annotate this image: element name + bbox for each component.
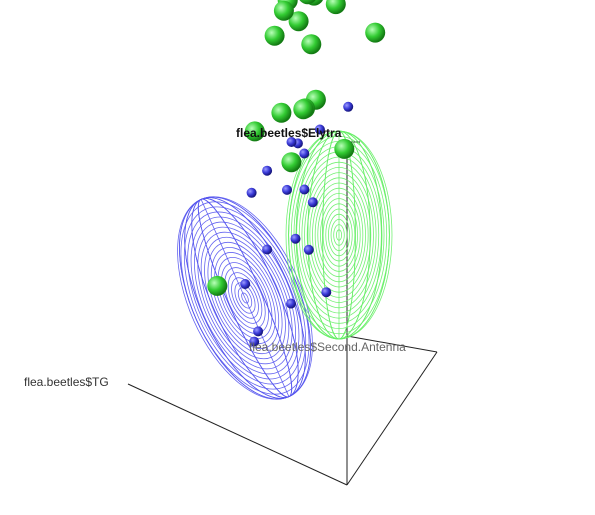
green-point-10 <box>264 25 285 46</box>
green-point-8 <box>273 0 294 21</box>
blue-ellipsoid-meridian <box>201 199 289 396</box>
x-axis-line <box>127 383 348 486</box>
green-ellipsoid-ring <box>325 208 353 262</box>
blue-group-points <box>240 101 354 347</box>
blue-point-2 <box>314 124 325 135</box>
blue-ellipsoid-ring <box>234 282 256 314</box>
blue-point-5 <box>307 197 318 208</box>
blue-ellipsoid-ring <box>227 272 263 324</box>
blue-ellipsoid-ring <box>200 231 290 365</box>
blue-point-17 <box>240 279 251 289</box>
blue-ellipsoid-ring <box>231 277 259 319</box>
blue-point-16 <box>286 298 296 309</box>
blue-ellipsoid-ring <box>237 287 253 309</box>
green-group-points <box>207 0 386 296</box>
floor-edge-right <box>346 351 438 486</box>
green-ellipsoid-ring <box>327 213 350 257</box>
green-ellipsoid-ring <box>314 187 364 283</box>
green-ellipsoid-ring <box>309 177 369 293</box>
green-group-ellipsoid <box>285 130 393 340</box>
blue-ellipsoid-ring <box>214 252 276 344</box>
z-axis-label: flea.beetles$Elytra <box>236 126 342 140</box>
blue-point-1 <box>343 101 354 112</box>
blue-ellipsoid-meridian <box>179 196 311 400</box>
blue-ellipsoid-ring <box>241 292 249 304</box>
blue-point-6 <box>286 137 297 147</box>
green-point-17 <box>244 121 265 142</box>
green-ellipsoid-ring <box>301 161 377 309</box>
green-point-3 <box>325 0 346 15</box>
blue-ellipsoid-ring <box>194 221 296 375</box>
green-ellipsoid-ring <box>335 229 343 241</box>
green-ellipsoid-ring <box>330 218 348 251</box>
green-point-18 <box>207 275 228 296</box>
blue-point-19 <box>249 336 260 347</box>
blue-ellipsoid-ring <box>183 206 307 390</box>
blue-point-18 <box>253 326 264 337</box>
blue-point-9 <box>299 184 310 195</box>
floor-edge-back <box>346 335 438 353</box>
blue-ellipsoid-ring <box>217 257 273 339</box>
blue-point-15 <box>321 287 332 298</box>
x-axis-label: flea.beetles$TG <box>24 375 109 389</box>
green-ellipsoid-ring <box>306 172 372 298</box>
green-ellipsoid-ring <box>317 192 361 277</box>
blue-point-14 <box>262 244 273 255</box>
green-point-1 <box>365 22 386 43</box>
blue-point-12 <box>290 233 301 244</box>
green-ellipsoid-ring <box>320 198 358 272</box>
blue-point-13 <box>303 244 314 255</box>
green-point-16 <box>281 152 302 173</box>
blue-point-3 <box>299 148 310 159</box>
y-axis-label: flea.beetles$Second.Antenna <box>249 340 406 354</box>
green-point-9 <box>301 34 322 55</box>
blue-ellipsoid-ring <box>187 211 303 385</box>
blue-point-8 <box>262 165 273 176</box>
green-point-15 <box>334 138 355 159</box>
green-point-14 <box>271 102 292 123</box>
green-ellipsoid-ring <box>312 182 366 288</box>
green-point-7 <box>288 11 309 32</box>
green-point-13 <box>293 99 314 120</box>
green-point-5 <box>299 0 316 5</box>
green-ellipsoid-meridian <box>288 130 390 340</box>
blue-point-11 <box>246 187 257 198</box>
green-ellipsoid-ring <box>322 203 356 267</box>
blue-ellipsoid-ring <box>210 246 280 350</box>
blue-ellipsoid-ring <box>207 241 283 355</box>
green-ellipsoid-ring <box>304 166 374 303</box>
blue-ellipsoid-ring <box>204 236 286 360</box>
axis-box <box>127 141 438 486</box>
blue-ellipsoid-ring <box>197 226 293 370</box>
blue-point-10 <box>282 184 292 195</box>
green-ellipsoid-ring <box>333 224 345 246</box>
blue-ellipsoid-ring <box>190 216 300 380</box>
